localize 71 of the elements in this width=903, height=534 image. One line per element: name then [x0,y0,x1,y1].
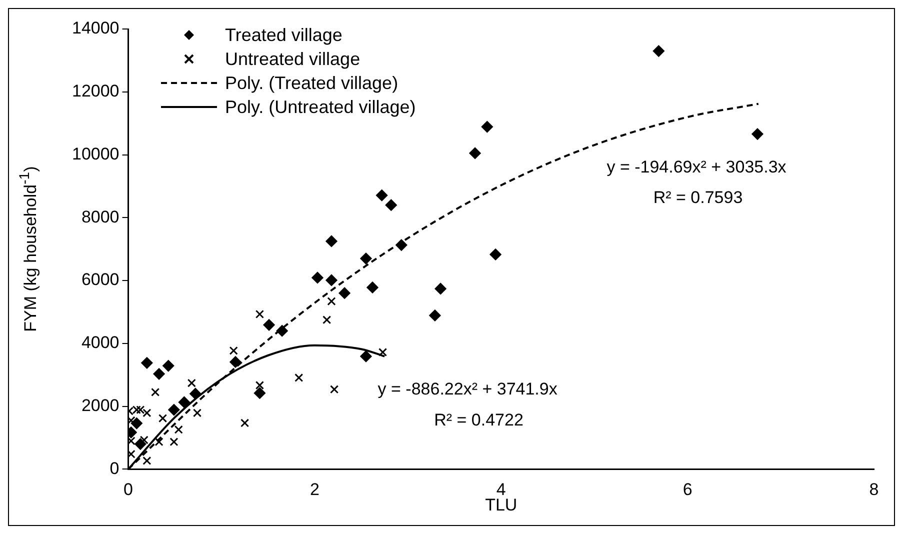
annotation: R² = 0.4722 [434,410,524,430]
point [469,147,481,159]
legend-label: Treated village [225,24,342,47]
point [190,388,202,400]
y-tick-label: 14000 [72,18,120,38]
point [142,456,152,465]
point [154,438,164,446]
point [276,325,288,337]
point [327,297,336,306]
point [134,438,146,450]
y-tick-label: 4000 [81,333,120,352]
legend-label: Poly. (Untreated village) [225,96,416,119]
x-tick-label: 0 [124,480,134,500]
point [254,387,266,399]
point [142,408,152,418]
point [326,274,338,286]
point [158,414,168,423]
point [481,121,493,133]
legend-label: Poly. (Treated village) [225,72,398,95]
point [434,282,446,294]
point [130,418,142,430]
y-tick-label: 0 [110,458,120,478]
y-tick-label: 8000 [81,207,120,226]
x-tick-label: 2 [310,480,320,500]
point [360,252,372,264]
point [263,319,275,331]
point [330,385,339,394]
y-tick-label: 12000 [72,82,120,101]
point [136,405,145,414]
point [326,235,338,247]
legend-label: Untreated village [225,48,360,71]
y-tick-label: 10000 [72,144,120,164]
point [294,373,304,382]
point [187,378,196,388]
point [366,282,378,294]
point [376,190,388,202]
point [338,287,350,299]
point [141,357,153,369]
point [229,346,238,355]
point [255,310,264,318]
point [652,45,664,57]
point [429,310,441,322]
point [385,199,397,211]
point [170,438,178,446]
x-tick-label: 6 [682,480,692,500]
point [230,356,242,368]
point [153,368,165,380]
point [151,388,160,396]
point [174,425,183,434]
point [752,128,764,140]
point [396,239,408,251]
point [378,348,388,357]
point [312,272,324,284]
y-tick-label: 6000 [81,270,120,290]
point [178,396,190,408]
annotation: y = -886.22x² + 3741.9x [378,380,558,399]
point [490,248,502,260]
point [128,436,136,446]
annotation: y = -194.69x² + 3035.3x [606,157,787,176]
point [162,360,174,372]
point [132,405,141,414]
y-tick-label: 2000 [81,396,120,415]
point [168,404,180,416]
point [128,450,136,458]
annotation: R² = 0.7593 [653,188,743,208]
x-tick-label: 8 [869,480,879,500]
point [240,418,250,428]
point [322,316,332,324]
point [360,350,372,362]
point [255,380,264,390]
point [192,408,202,418]
